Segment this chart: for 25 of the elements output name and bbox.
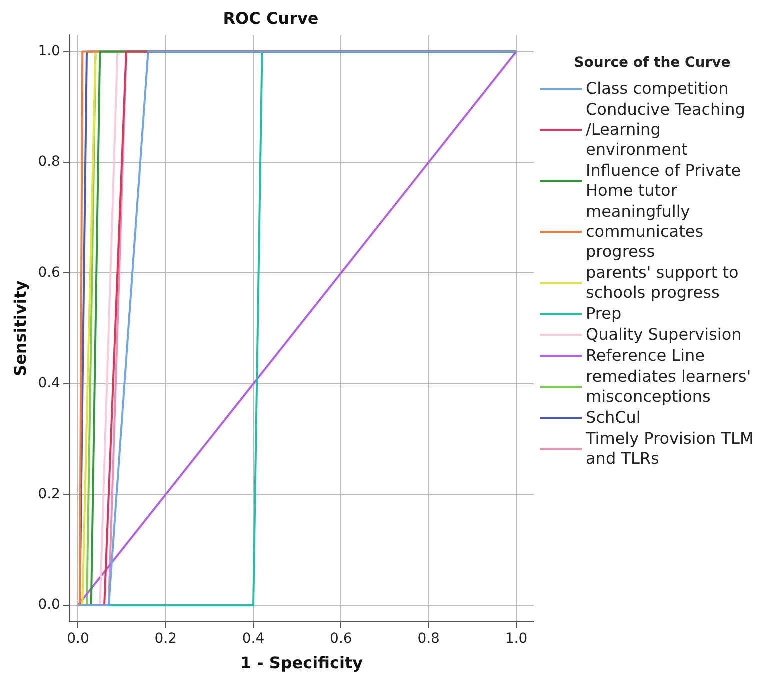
- y-tick-label: 0.8: [38, 154, 60, 170]
- y-tick-label: 0.0: [38, 597, 60, 614]
- legend-label: Timely Provision TLM and TLRs: [586, 429, 755, 469]
- y-axis-title: Sensitivity: [10, 280, 30, 377]
- x-tick-label: 0.0: [67, 631, 90, 648]
- y-tick-label: 0.6: [38, 264, 61, 281]
- x-tick-label: 0.6: [330, 631, 352, 648]
- legend-label: parents' support to schools progress: [586, 263, 740, 303]
- legend-title: Source of the Curve: [573, 55, 732, 71]
- y-tick-label: 0.4: [38, 376, 61, 392]
- x-tick-label: 0.2: [154, 631, 178, 648]
- y-tick-label: 0.2: [38, 486, 60, 502]
- legend-label: Conducive Teaching /Learning environment: [586, 100, 746, 160]
- x-tick-label: 1.0: [505, 631, 528, 648]
- legend-label: Prep: [586, 304, 623, 324]
- x-tick-label: 0.4: [242, 631, 265, 648]
- y-tick-label: 1.0: [38, 43, 60, 60]
- legend-label: Quality Supervision: [586, 325, 743, 345]
- legend-label: Class competition: [586, 79, 730, 99]
- x-tick-label: 0.8: [418, 631, 440, 648]
- chart-title: ROC Curve: [223, 8, 319, 28]
- legend-label: SchCul: [586, 408, 642, 428]
- legend-label: Reference Line: [586, 346, 706, 366]
- x-axis-title: 1 - Specificity: [240, 654, 364, 673]
- legend-label: remediates learners' misconceptions: [586, 367, 752, 407]
